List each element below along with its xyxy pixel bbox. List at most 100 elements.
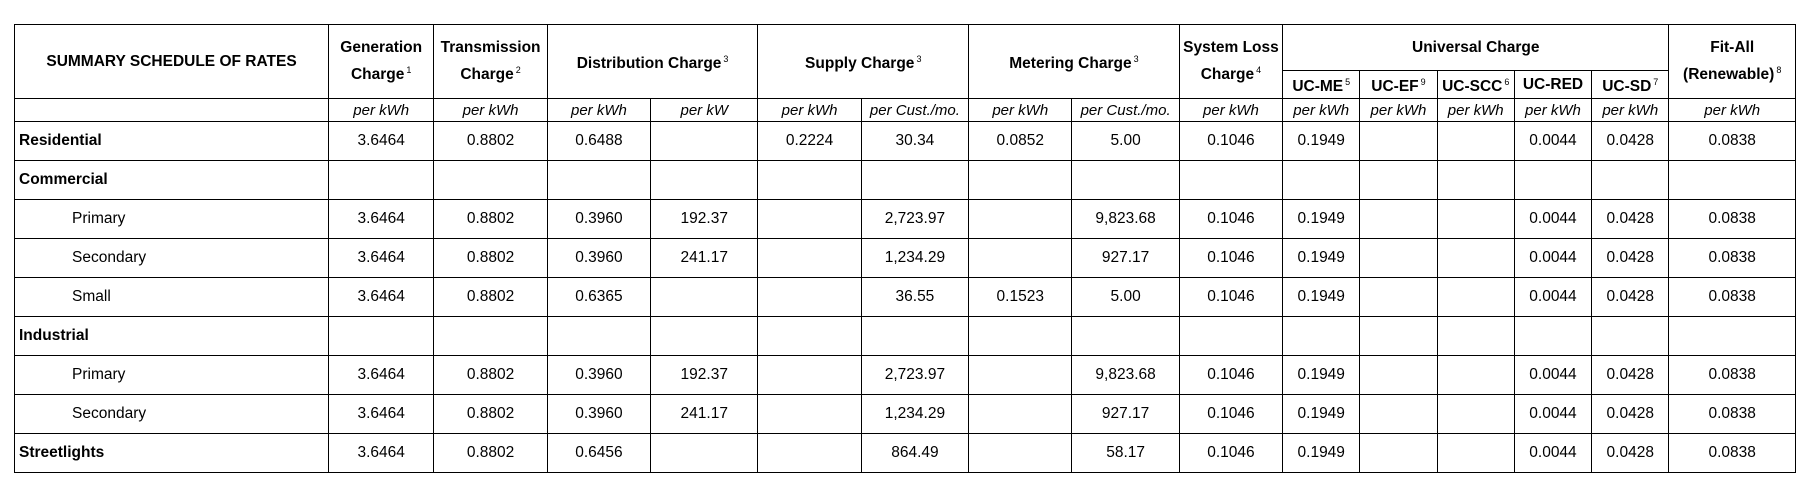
rate-cell: 0.0428 xyxy=(1591,355,1670,395)
rate-cell: 241.17 xyxy=(650,394,759,434)
rate-cell: 0.0428 xyxy=(1591,277,1670,317)
rate-cell xyxy=(650,433,759,473)
rate-cell: 0.3960 xyxy=(546,199,652,239)
row-label: Secondary xyxy=(13,394,330,434)
unit-cell: per kWh xyxy=(757,98,862,122)
system-loss-charge-header: System Loss Charge 4 xyxy=(1178,24,1284,99)
rate-cell xyxy=(1071,316,1180,356)
rate-cell xyxy=(1359,160,1438,200)
row-label: Primary xyxy=(13,355,330,395)
rate-cell xyxy=(1359,277,1438,317)
rate-cell: 0.1046 xyxy=(1178,199,1284,239)
rate-cell: 0.1046 xyxy=(1178,433,1284,473)
rate-cell xyxy=(757,160,862,200)
rate-cell: 3.6464 xyxy=(328,394,435,434)
distribution-charge-header: Distribution Charge 3 xyxy=(546,24,759,99)
rate-cell: 0.1949 xyxy=(1282,433,1361,473)
rate-cell xyxy=(650,160,759,200)
rates-table-body: Residential 3.6464 0.8802 0.6488 0.2224 30.34… xyxy=(13,121,1796,473)
unit-cell: per kWh xyxy=(1436,98,1515,122)
rate-cell: 0.1046 xyxy=(1178,277,1284,317)
rate-cell: 2,723.97 xyxy=(860,199,970,239)
rate-cell xyxy=(1436,355,1515,395)
unit-cell: per kWh xyxy=(1178,98,1284,122)
universal-charge-header: Universal Charge xyxy=(1282,24,1670,71)
rate-cell: 2,723.97 xyxy=(860,355,970,395)
rate-cell xyxy=(757,238,862,278)
rate-cell: 0.8802 xyxy=(433,238,548,278)
rate-cell xyxy=(968,316,1073,356)
rate-cell xyxy=(968,199,1073,239)
rate-cell: 0.1949 xyxy=(1282,238,1361,278)
unit-cell: per kWh xyxy=(1591,98,1670,122)
unit-cell: per kW xyxy=(650,98,759,122)
rate-cell: 0.3960 xyxy=(546,394,652,434)
rate-cell xyxy=(1591,160,1670,200)
rate-cell xyxy=(968,355,1073,395)
rate-cell xyxy=(757,394,862,434)
rate-cell: 0.1949 xyxy=(1282,394,1361,434)
rate-cell xyxy=(1436,238,1515,278)
transmission-charge-header: Transmission Charge 2 xyxy=(433,24,548,99)
rate-cell: 927.17 xyxy=(1071,238,1180,278)
table-row: Primary 3.6464 0.8802 0.3960 192.37 2,723.97 9… xyxy=(13,199,1796,239)
rate-cell: 0.0044 xyxy=(1513,121,1593,161)
rate-cell: 241.17 xyxy=(650,238,759,278)
rate-cell: 0.0044 xyxy=(1513,199,1593,239)
rate-cell xyxy=(968,160,1073,200)
rate-cell xyxy=(1359,394,1438,434)
rate-cell xyxy=(1436,121,1515,161)
rate-cell xyxy=(757,355,862,395)
rate-cell: 0.1046 xyxy=(1178,355,1284,395)
table-row: Secondary 3.6464 0.8802 0.3960 241.17 1,234.2… xyxy=(13,394,1796,434)
uc-ef-header: UC-EF 9 xyxy=(1359,70,1438,99)
rate-cell xyxy=(433,160,548,200)
rate-cell: 0.0428 xyxy=(1591,121,1670,161)
rate-cell: 0.0838 xyxy=(1668,277,1796,317)
unit-cell: per kWh xyxy=(328,98,435,122)
metering-charge-header: Metering Charge 3 xyxy=(968,24,1180,99)
rate-cell xyxy=(1071,160,1180,200)
units-row: per kWh per kWh per kWh per kW per kWh p… xyxy=(13,98,1796,122)
rate-cell: 1,234.29 xyxy=(860,394,970,434)
rate-cell: 0.1949 xyxy=(1282,199,1361,239)
rate-cell: 0.6488 xyxy=(546,121,652,161)
rate-cell: 0.0852 xyxy=(968,121,1073,161)
rate-cell xyxy=(1178,316,1284,356)
rate-cell xyxy=(1591,316,1670,356)
rate-cell: 0.0428 xyxy=(1591,238,1670,278)
supply-charge-header: Supply Charge 3 xyxy=(757,24,970,99)
row-label: Small xyxy=(13,277,330,317)
rate-cell: 5.00 xyxy=(1071,277,1180,317)
row-label: Streetlights xyxy=(13,433,330,473)
rate-cell xyxy=(860,160,970,200)
rate-cell xyxy=(968,238,1073,278)
row-label: Residential xyxy=(13,121,330,161)
rate-cell: 864.49 xyxy=(860,433,970,473)
rate-cell xyxy=(1359,433,1438,473)
rate-cell: 0.0838 xyxy=(1668,394,1796,434)
table-row: Commercial xyxy=(13,160,1796,200)
header-row-top: SUMMARY SCHEDULE OF RATES Generation Char… xyxy=(13,24,1796,99)
rate-cell: 0.0838 xyxy=(1668,433,1796,473)
rate-cell: 0.8802 xyxy=(433,433,548,473)
rate-cell: 58.17 xyxy=(1071,433,1180,473)
generation-charge-header: Generation Charge 1 xyxy=(328,24,435,99)
rate-cell: 192.37 xyxy=(650,199,759,239)
table-row: Streetlights 3.6464 0.8802 0.6456 864.49 58.1… xyxy=(13,433,1796,473)
rate-cell: 9,823.68 xyxy=(1071,199,1180,239)
rate-cell xyxy=(1282,160,1361,200)
rate-cell: 0.0428 xyxy=(1591,394,1670,434)
rate-cell: 0.1523 xyxy=(968,277,1073,317)
rate-cell: 927.17 xyxy=(1071,394,1180,434)
units-cell-blank xyxy=(13,98,330,122)
rate-cell: 30.34 xyxy=(860,121,970,161)
rate-cell xyxy=(1359,238,1438,278)
rate-cell: 0.0838 xyxy=(1668,238,1796,278)
rate-cell xyxy=(1436,277,1515,317)
summary-schedule-of-rates-table: SUMMARY SCHEDULE OF RATES Generation Char… xyxy=(13,24,1796,473)
rate-cell: 192.37 xyxy=(650,355,759,395)
rate-cell: 0.0044 xyxy=(1513,433,1593,473)
rate-cell xyxy=(1436,394,1515,434)
table-row: Small 3.6464 0.8802 0.6365 36.55 0.1523 5.00 0.… xyxy=(13,277,1796,317)
